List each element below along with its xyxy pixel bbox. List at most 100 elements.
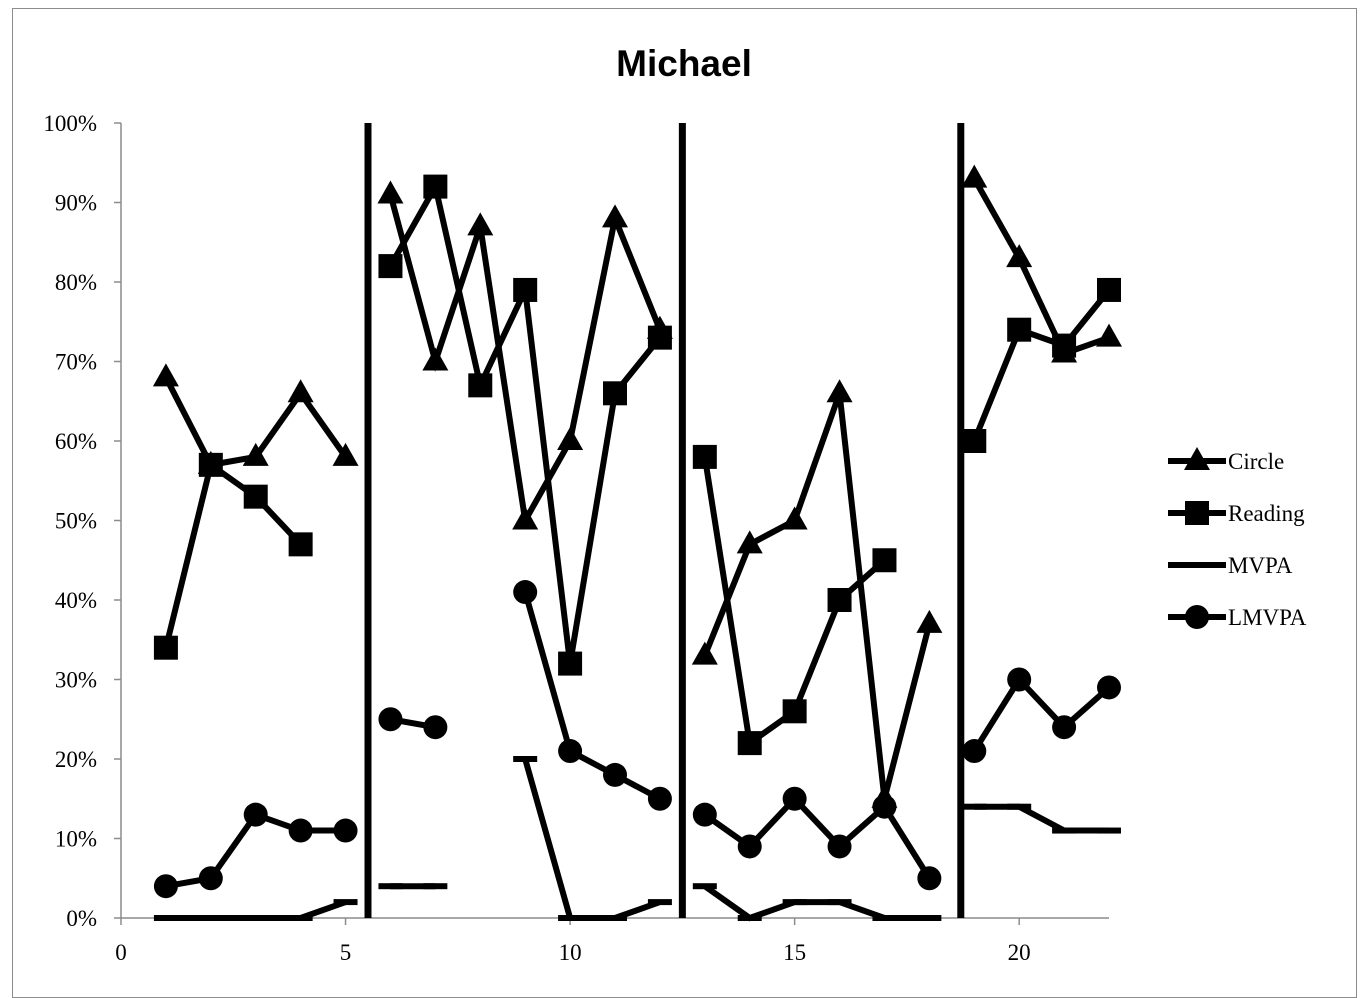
series-line-lmvpa xyxy=(971,674,1111,753)
data-point-circle xyxy=(826,379,853,403)
data-point-mvpa xyxy=(198,915,223,921)
legend-marker xyxy=(1184,447,1210,470)
data-point-reading xyxy=(1052,333,1077,358)
data-point-lmvpa xyxy=(692,802,717,827)
data-point-lmvpa xyxy=(1007,667,1032,692)
y-tick-label: 100% xyxy=(43,111,97,136)
x-tick-label: 0 xyxy=(115,940,127,965)
legend-label: MVPA xyxy=(1228,553,1293,578)
series-circle xyxy=(152,164,1122,808)
legend-item-mvpa: MVPA xyxy=(1168,553,1293,578)
data-point-lmvpa xyxy=(962,739,987,764)
data-point-lmvpa xyxy=(378,707,403,732)
series-line-reading xyxy=(971,288,1112,443)
data-point-reading xyxy=(782,699,807,724)
data-point-mvpa xyxy=(692,883,717,890)
y-tick-label: 10% xyxy=(55,827,97,852)
data-point-lmvpa xyxy=(153,874,178,899)
data-point-mvpa xyxy=(827,899,852,906)
series-line-circle xyxy=(702,392,933,800)
data-point-circle xyxy=(467,212,494,236)
data-point-reading xyxy=(647,325,672,350)
data-point-circle xyxy=(152,363,179,387)
data-point-reading xyxy=(153,635,178,660)
data-point-reading xyxy=(692,444,717,469)
data-point-reading xyxy=(603,381,627,406)
legend-item-reading: Reading xyxy=(1168,501,1305,526)
series-line-reading xyxy=(162,459,303,649)
data-point-reading xyxy=(1097,277,1121,302)
series-reading xyxy=(153,174,1121,756)
data-point-reading xyxy=(737,731,762,756)
data-point-lmvpa xyxy=(1052,715,1077,740)
data-point-mvpa xyxy=(513,756,538,762)
data-point-reading xyxy=(423,174,448,199)
data-point-mvpa xyxy=(737,915,762,921)
chart-title: Michael xyxy=(616,43,752,84)
x-tick-label: 20 xyxy=(1008,940,1031,965)
data-point-mvpa xyxy=(962,803,987,810)
legend-marker xyxy=(1185,605,1209,629)
data-point-reading xyxy=(827,588,852,612)
y-tick-label: 80% xyxy=(55,270,97,295)
data-point-circle xyxy=(512,506,539,530)
data-point-circle xyxy=(961,164,988,188)
y-tick-label: 60% xyxy=(55,429,97,454)
legend: Circle Reading MVPA LMVPA xyxy=(1168,447,1307,630)
data-point-mvpa xyxy=(333,899,358,906)
legend-label: LMVPA xyxy=(1228,605,1307,630)
data-point-mvpa xyxy=(872,915,897,921)
data-point-circle xyxy=(557,427,584,450)
data-point-reading xyxy=(1007,317,1032,342)
data-point-mvpa xyxy=(288,915,313,921)
y-tick-label: 30% xyxy=(55,668,97,693)
data-point-reading xyxy=(378,254,403,279)
series-layer xyxy=(152,164,1122,922)
data-point-lmvpa xyxy=(782,786,807,811)
series-line-lmvpa xyxy=(522,591,662,802)
data-point-circle xyxy=(736,530,763,554)
data-point-lmvpa xyxy=(513,580,538,605)
data-point-lmvpa xyxy=(827,834,852,859)
data-point-circle xyxy=(422,347,449,371)
data-point-reading xyxy=(198,452,223,477)
legend-label: Reading xyxy=(1228,501,1305,526)
legend-item-lmvpa: LMVPA xyxy=(1168,605,1307,630)
data-point-lmvpa xyxy=(872,794,897,819)
data-point-lmvpa xyxy=(603,762,627,787)
legend-item-circle: Circle xyxy=(1168,447,1284,474)
data-point-lmvpa xyxy=(647,786,672,811)
data-point-mvpa xyxy=(378,883,403,890)
phase-change-lines xyxy=(364,123,965,918)
series-lmvpa xyxy=(153,580,1121,899)
legend-marker xyxy=(1185,501,1209,525)
y-tick-label: 50% xyxy=(55,509,97,534)
data-point-lmvpa xyxy=(243,802,268,827)
data-point-circle xyxy=(332,442,359,466)
data-point-lmvpa xyxy=(198,866,223,891)
data-point-mvpa xyxy=(647,899,672,906)
data-point-lmvpa xyxy=(288,818,313,843)
data-point-reading xyxy=(872,548,897,573)
data-point-lmvpa xyxy=(1097,675,1121,700)
y-tick-label: 40% xyxy=(55,588,97,613)
data-point-circle xyxy=(691,641,718,665)
series-line-circle xyxy=(971,177,1111,358)
series-mvpa xyxy=(153,756,1121,922)
x-tick-label: 10 xyxy=(559,940,582,965)
series-line-mvpa xyxy=(703,883,930,922)
x-tick-label: 5 xyxy=(340,940,352,965)
data-point-mvpa xyxy=(917,915,942,921)
y-tick-label: 20% xyxy=(55,747,97,772)
y-tick-label: 90% xyxy=(55,191,97,216)
data-point-circle xyxy=(1006,244,1033,268)
data-point-reading xyxy=(962,429,987,453)
data-point-circle xyxy=(287,379,314,403)
data-point-reading xyxy=(513,277,538,302)
data-point-reading xyxy=(468,373,493,398)
data-point-mvpa xyxy=(1007,803,1032,810)
x-tick-label: 15 xyxy=(783,940,806,965)
y-tick-label: 0% xyxy=(66,906,97,931)
data-point-lmvpa xyxy=(558,739,583,764)
